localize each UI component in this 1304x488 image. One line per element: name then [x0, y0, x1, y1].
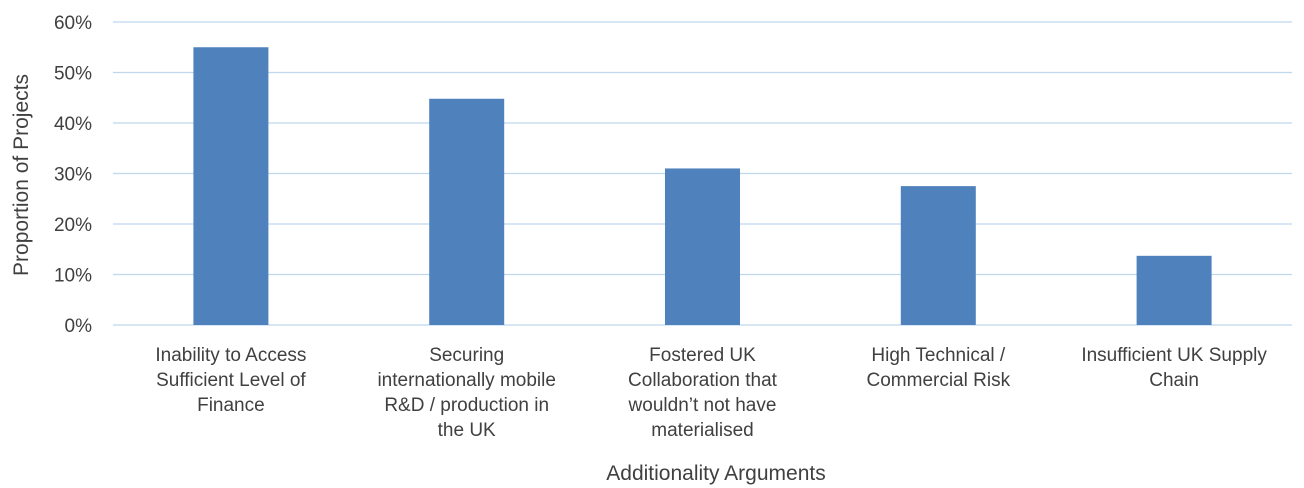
- bar: [900, 186, 976, 325]
- bar: [429, 98, 505, 325]
- x-category-label: Fostered UK Collaboration that wouldn’t no…: [628, 345, 778, 441]
- bar: [1136, 255, 1212, 325]
- x-category-label: High Technical / Commercial Risk: [867, 345, 1011, 391]
- y-tick-label: 50%: [54, 64, 92, 85]
- x-axis-title: Additionality Arguments: [606, 462, 825, 485]
- x-category-label: Inability to Access Sufficient Level of Fi…: [155, 345, 306, 416]
- x-category-label: Insufficient UK Supply Chain: [1081, 345, 1267, 391]
- y-axis-title: Proportion of Projects: [10, 74, 33, 276]
- bar: [665, 168, 740, 325]
- y-tick-label: 0%: [65, 316, 93, 337]
- y-tick-label: 10%: [54, 266, 92, 287]
- y-tick-label: 60%: [54, 13, 92, 34]
- x-axis-categories: Inability to Access Sufficient Level of Fi…: [155, 345, 1267, 441]
- y-tick-label: 20%: [54, 215, 92, 236]
- bar: [193, 47, 269, 325]
- x-category-label: Securing internationally mobile R&D / prod…: [377, 345, 556, 441]
- bars: [193, 47, 1212, 325]
- y-tick-label: 40%: [54, 114, 92, 135]
- y-axis-ticks: 0% 10% 20% 30% 40% 50% 60%: [54, 13, 92, 337]
- y-tick-label: 30%: [54, 165, 92, 186]
